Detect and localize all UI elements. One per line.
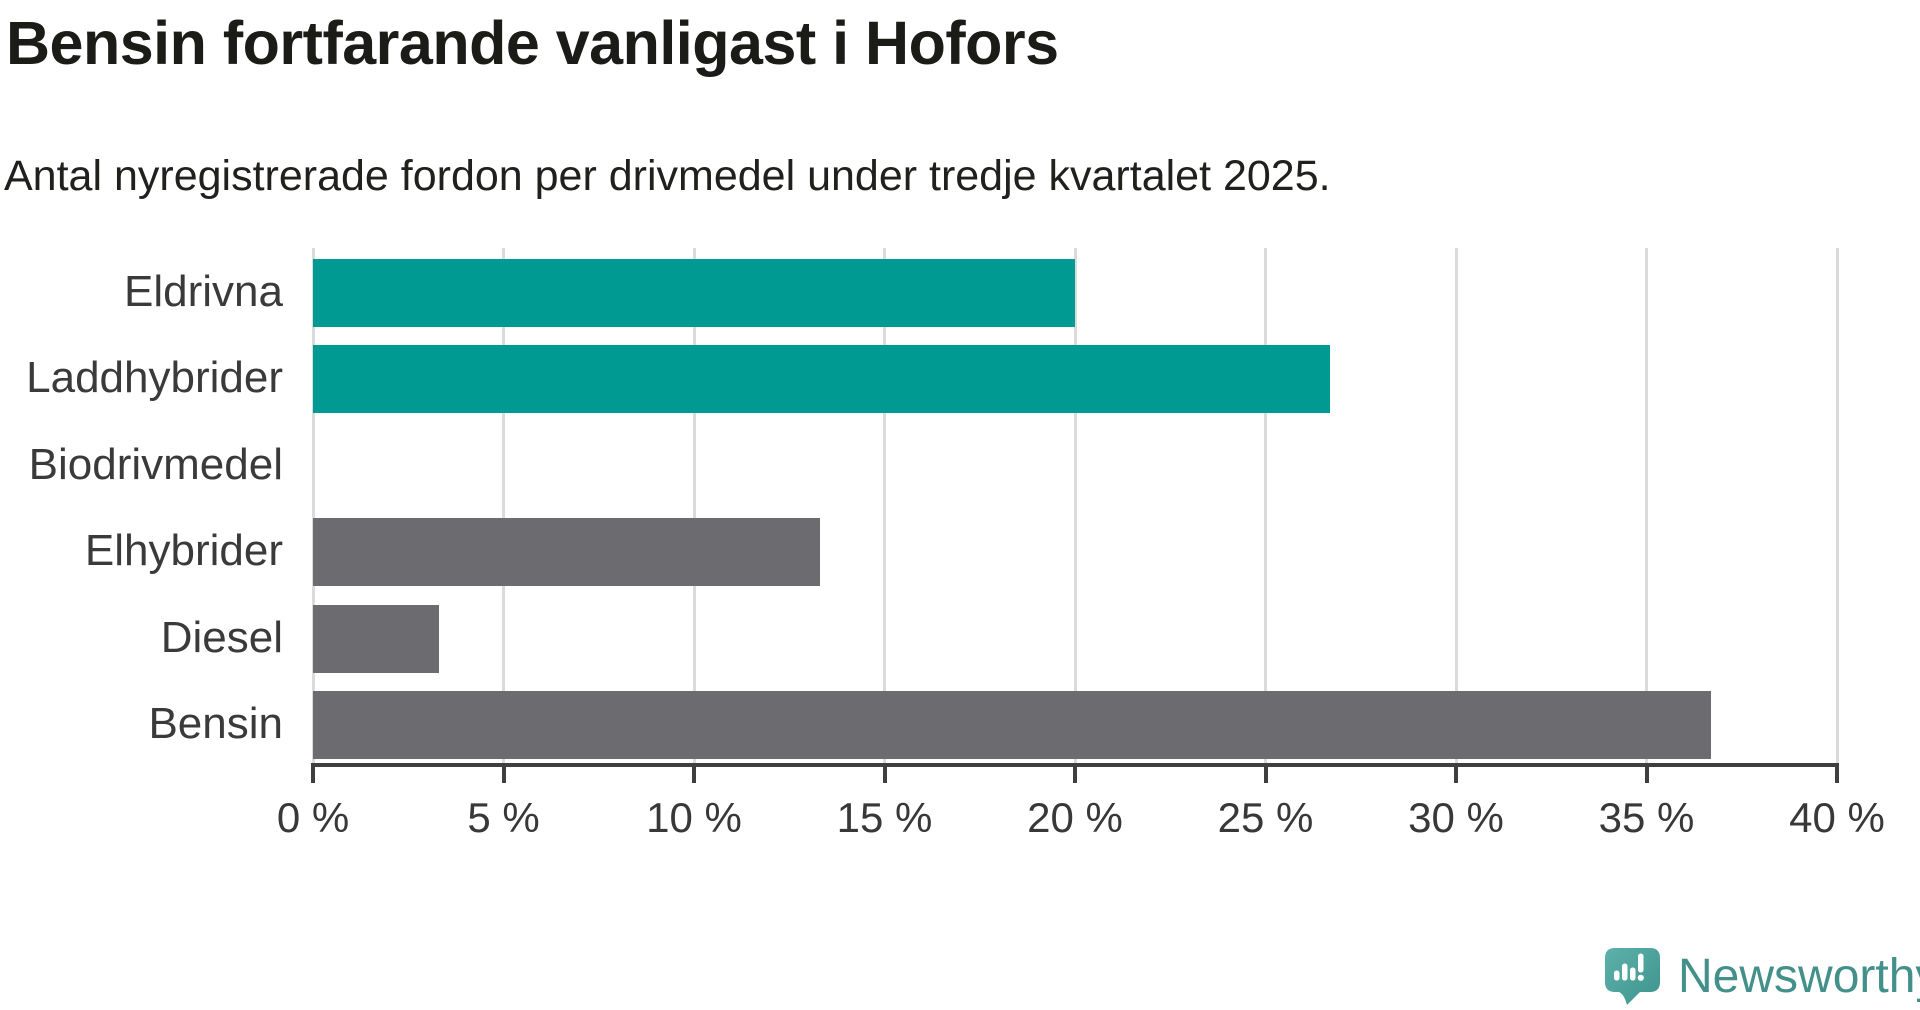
x-tick-5 bbox=[501, 767, 506, 783]
gridline-15 bbox=[883, 248, 886, 763]
x-tick-label-25: 25 % bbox=[1217, 794, 1314, 841]
category-label-bensin: Bensin bbox=[148, 699, 283, 748]
chart-title: Bensin fortfarande vanligast i Hofors bbox=[6, 9, 1059, 77]
x-tick-label-0: 0 % bbox=[276, 794, 350, 841]
x-tick-25 bbox=[1263, 767, 1268, 783]
x-tick-label-30: 30 % bbox=[1408, 794, 1504, 841]
brand-name: Newsworthy bbox=[1678, 950, 1920, 1003]
x-tick-label-40: 40 % bbox=[1789, 794, 1885, 841]
newsworthy-logo-icon bbox=[1605, 948, 1660, 1005]
category-label-diesel: Diesel bbox=[160, 612, 283, 662]
bar-diesel bbox=[313, 604, 439, 673]
brand-footer: Newsworthy bbox=[1604, 946, 1920, 1008]
gridline-5 bbox=[502, 248, 505, 763]
category-label-elhybrider: Elhybrider bbox=[84, 526, 283, 576]
bar-elhybrider bbox=[313, 518, 820, 587]
x-tick-20 bbox=[1073, 767, 1077, 783]
gridline-10 bbox=[692, 248, 696, 763]
gridline-20 bbox=[1073, 248, 1077, 763]
gridline-35 bbox=[1645, 248, 1648, 763]
x-tick-label-5: 5 % bbox=[467, 794, 540, 841]
category-label-eldrivna: Eldrivna bbox=[124, 267, 283, 316]
x-tick-30 bbox=[1454, 767, 1458, 783]
category-label-biodrivmedel: Biodrivmedel bbox=[28, 439, 283, 489]
gridline-25 bbox=[1264, 248, 1267, 763]
bar-bensin bbox=[313, 691, 1712, 759]
bar-eldrivna bbox=[313, 259, 1075, 327]
x-tick-35 bbox=[1644, 767, 1649, 783]
x-axis-line bbox=[311, 763, 1839, 767]
x-tick-15 bbox=[882, 767, 887, 783]
category-label-laddhybrider: Laddhybrider bbox=[26, 353, 283, 403]
x-tick-0 bbox=[311, 767, 315, 783]
x-tick-label-10: 10 % bbox=[646, 794, 742, 841]
x-tick-40 bbox=[1835, 767, 1839, 783]
gridline-30 bbox=[1454, 248, 1458, 763]
x-tick-label-35: 35 % bbox=[1598, 794, 1695, 841]
x-tick-label-15: 15 % bbox=[836, 794, 933, 841]
bar-laddhybrider bbox=[313, 345, 1331, 414]
gridline-0 bbox=[311, 248, 315, 763]
x-tick-label-20: 20 % bbox=[1027, 794, 1123, 841]
gridline-40 bbox=[1835, 248, 1839, 763]
x-tick-10 bbox=[692, 767, 696, 783]
chart-subtitle: Antal nyregistrerade fordon per drivmede… bbox=[4, 152, 1331, 200]
